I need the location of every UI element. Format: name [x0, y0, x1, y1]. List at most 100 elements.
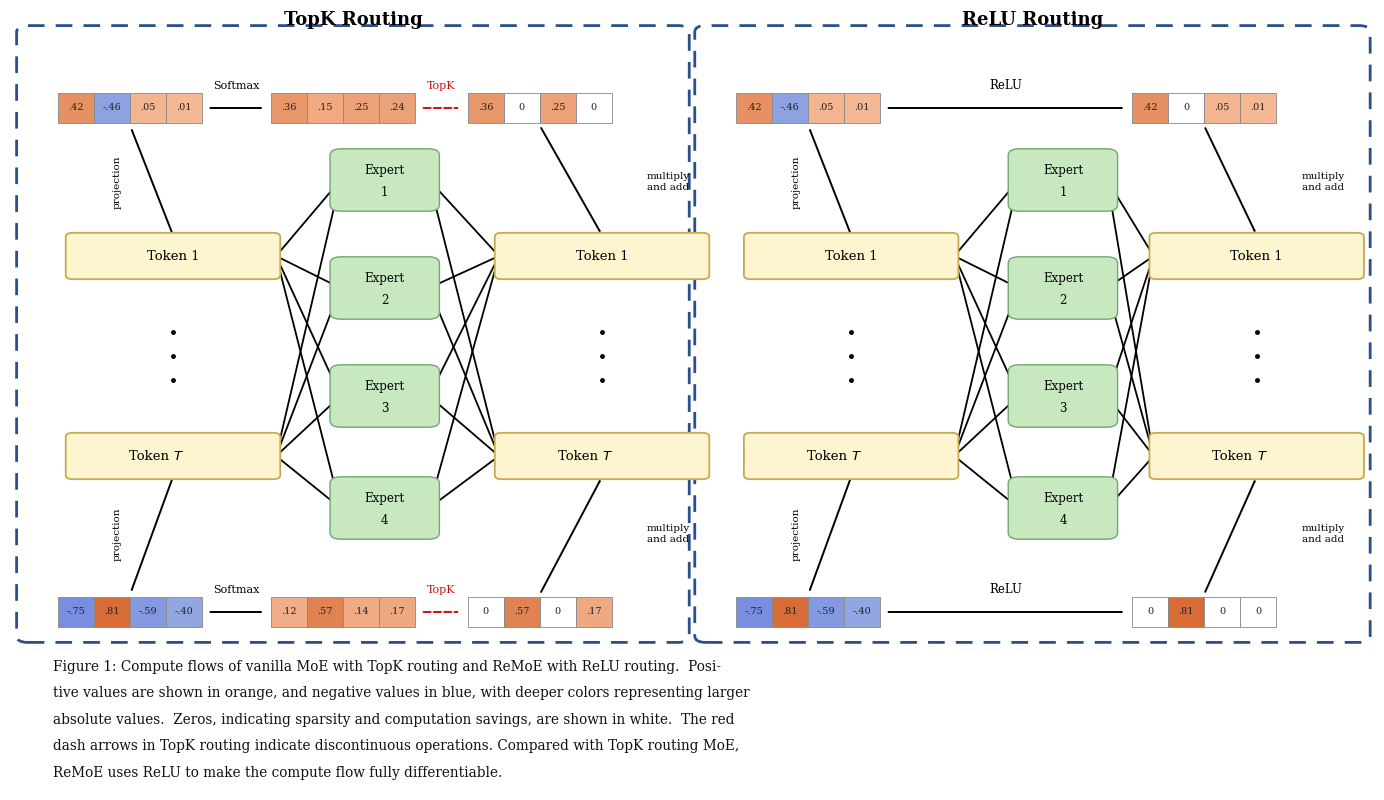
Text: 0: 0	[1183, 103, 1189, 113]
Text: Softmax: Softmax	[213, 585, 260, 594]
Text: .15: .15	[317, 103, 334, 113]
Text: Expert: Expert	[365, 492, 404, 505]
Text: 2: 2	[1059, 294, 1067, 307]
Text: 0: 0	[1147, 607, 1153, 617]
Text: projection: projection	[113, 507, 122, 561]
Text: Figure 1: Compute flows of vanilla MoE with TopK routing and ReMoE with ReLU rou: Figure 1: Compute flows of vanilla MoE w…	[53, 660, 721, 674]
Text: $T$: $T$	[173, 450, 184, 462]
FancyBboxPatch shape	[329, 477, 440, 539]
FancyBboxPatch shape	[94, 597, 130, 627]
Text: $T$: $T$	[851, 450, 862, 462]
FancyBboxPatch shape	[772, 93, 808, 123]
Text: Token: Token	[558, 450, 602, 462]
Text: Token 1: Token 1	[1230, 250, 1283, 262]
Text: Token: Token	[1212, 450, 1257, 462]
Text: .01: .01	[854, 103, 871, 113]
Text: .42: .42	[68, 103, 84, 113]
Text: .25: .25	[549, 103, 566, 113]
Text: Token: Token	[129, 450, 173, 462]
FancyBboxPatch shape	[495, 233, 709, 279]
Text: Expert: Expert	[1044, 272, 1082, 285]
FancyBboxPatch shape	[772, 597, 808, 627]
FancyBboxPatch shape	[468, 597, 504, 627]
FancyBboxPatch shape	[1168, 597, 1204, 627]
Text: 2: 2	[381, 294, 389, 307]
Text: projection: projection	[792, 155, 800, 209]
FancyBboxPatch shape	[271, 597, 307, 627]
Text: ReLU Routing: ReLU Routing	[962, 11, 1103, 29]
FancyBboxPatch shape	[307, 93, 343, 123]
Text: 1: 1	[1059, 186, 1067, 199]
FancyBboxPatch shape	[844, 93, 880, 123]
Text: .14: .14	[353, 607, 370, 617]
Text: .36: .36	[281, 103, 298, 113]
FancyBboxPatch shape	[844, 597, 880, 627]
FancyBboxPatch shape	[1132, 93, 1168, 123]
Text: Token: Token	[807, 450, 851, 462]
Text: .05: .05	[1214, 103, 1230, 113]
Text: TopK: TopK	[428, 585, 455, 594]
Text: .12: .12	[281, 607, 298, 617]
FancyBboxPatch shape	[468, 93, 504, 123]
Text: Token 1: Token 1	[825, 250, 877, 262]
Text: $T$: $T$	[1257, 450, 1268, 462]
FancyBboxPatch shape	[504, 93, 540, 123]
Text: multiply
and add: multiply and add	[646, 524, 691, 544]
Text: .81: .81	[1178, 607, 1194, 617]
FancyBboxPatch shape	[271, 93, 307, 123]
FancyBboxPatch shape	[1008, 365, 1117, 427]
Text: Expert: Expert	[365, 380, 404, 393]
Text: -.59: -.59	[138, 607, 158, 617]
Text: .17: .17	[389, 607, 406, 617]
FancyBboxPatch shape	[1168, 93, 1204, 123]
FancyBboxPatch shape	[329, 365, 440, 427]
FancyBboxPatch shape	[1008, 149, 1117, 211]
FancyBboxPatch shape	[166, 597, 202, 627]
Text: .42: .42	[1142, 103, 1158, 113]
Text: .17: .17	[585, 607, 602, 617]
FancyBboxPatch shape	[504, 597, 540, 627]
Text: 0: 0	[1255, 607, 1261, 617]
Text: 3: 3	[381, 402, 389, 415]
Text: 3: 3	[1059, 402, 1067, 415]
FancyBboxPatch shape	[736, 93, 772, 123]
FancyBboxPatch shape	[379, 597, 415, 627]
Text: .01: .01	[176, 103, 192, 113]
FancyBboxPatch shape	[745, 233, 958, 279]
Text: 4: 4	[1059, 514, 1067, 527]
FancyBboxPatch shape	[66, 433, 280, 479]
Text: TopK Routing: TopK Routing	[284, 11, 422, 29]
FancyBboxPatch shape	[576, 93, 612, 123]
Text: 0: 0	[555, 607, 561, 617]
Text: .57: .57	[317, 607, 334, 617]
FancyBboxPatch shape	[1008, 257, 1117, 319]
FancyBboxPatch shape	[307, 597, 343, 627]
Text: .81: .81	[782, 607, 799, 617]
FancyBboxPatch shape	[540, 93, 576, 123]
FancyBboxPatch shape	[808, 597, 844, 627]
FancyBboxPatch shape	[130, 93, 166, 123]
Text: 0: 0	[1219, 607, 1225, 617]
Text: -.59: -.59	[817, 607, 836, 617]
FancyBboxPatch shape	[379, 93, 415, 123]
Text: 0: 0	[483, 607, 489, 617]
Text: ReLU: ReLU	[990, 583, 1023, 596]
Text: 0: 0	[591, 103, 597, 113]
Text: .24: .24	[389, 103, 406, 113]
Text: $T$: $T$	[602, 450, 613, 462]
FancyBboxPatch shape	[540, 597, 576, 627]
FancyBboxPatch shape	[1204, 93, 1240, 123]
Text: .36: .36	[477, 103, 494, 113]
FancyBboxPatch shape	[1008, 477, 1117, 539]
Text: .01: .01	[1250, 103, 1266, 113]
Text: -.46: -.46	[102, 103, 122, 113]
Text: .25: .25	[353, 103, 370, 113]
Text: ReMoE uses ReLU to make the compute flow fully differentiable.: ReMoE uses ReLU to make the compute flow…	[53, 766, 502, 779]
FancyBboxPatch shape	[58, 597, 94, 627]
Text: multiply
and add: multiply and add	[646, 172, 691, 192]
FancyBboxPatch shape	[1204, 597, 1240, 627]
Text: TopK: TopK	[428, 81, 455, 90]
Text: Expert: Expert	[1044, 380, 1082, 393]
Text: .05: .05	[140, 103, 156, 113]
FancyBboxPatch shape	[329, 257, 440, 319]
